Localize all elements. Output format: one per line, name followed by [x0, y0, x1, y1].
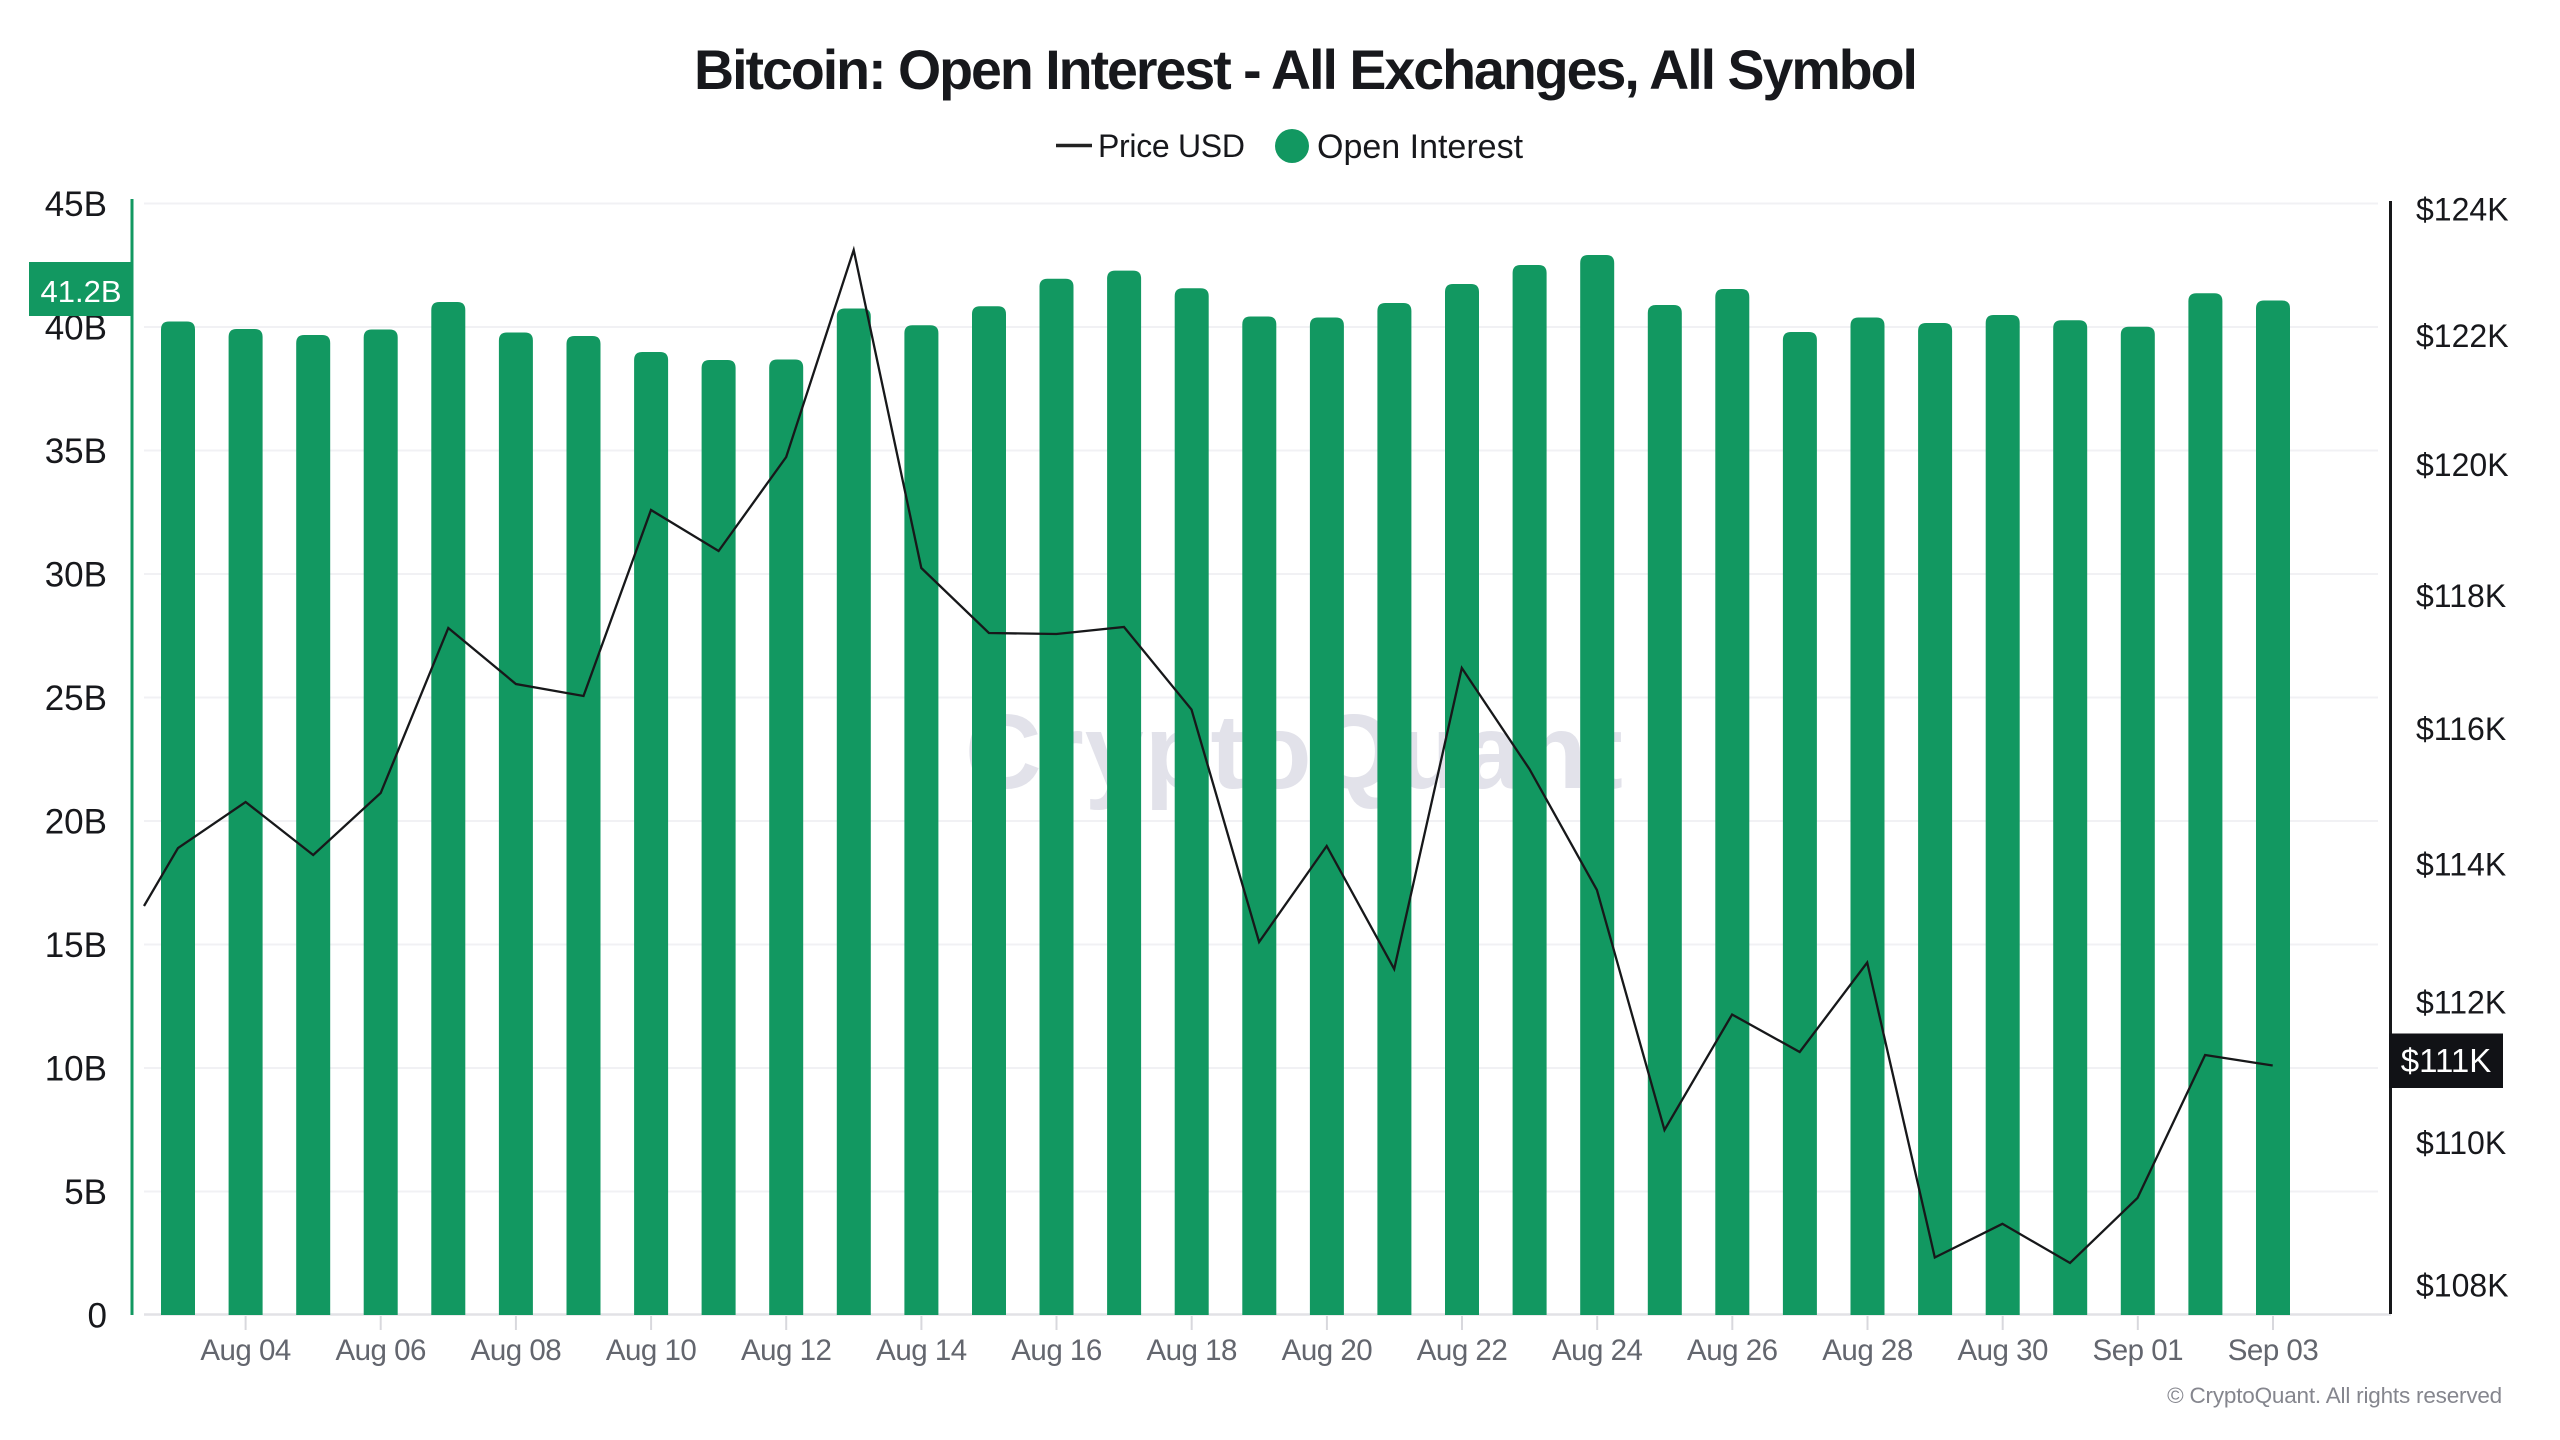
svg-text:Bitcoin: Open Interest - All E: Bitcoin: Open Interest - All Exchanges, … [694, 39, 1916, 101]
svg-text:$112K: $112K [2416, 984, 2506, 1020]
svg-text:45B: 45B [45, 185, 107, 224]
svg-text:35B: 35B [45, 432, 107, 471]
svg-text:Price USD: Price USD [1098, 128, 1245, 164]
svg-text:Aug 08: Aug 08 [471, 1334, 562, 1367]
svg-text:Aug 24: Aug 24 [1552, 1334, 1643, 1367]
svg-text:15B: 15B [45, 926, 107, 965]
svg-text:25B: 25B [45, 679, 107, 718]
svg-text:$114K: $114K [2416, 847, 2506, 883]
svg-text:$110K: $110K [2416, 1125, 2506, 1161]
svg-text:$124K: $124K [2416, 192, 2509, 228]
svg-text:$108K: $108K [2416, 1268, 2509, 1304]
svg-text:Aug 26: Aug 26 [1687, 1334, 1778, 1367]
svg-text:$120K: $120K [2416, 447, 2509, 483]
svg-text:0: 0 [88, 1297, 107, 1336]
svg-text:Aug 22: Aug 22 [1417, 1334, 1508, 1367]
svg-text:Aug 14: Aug 14 [876, 1334, 967, 1367]
svg-text:Aug 10: Aug 10 [606, 1334, 697, 1367]
svg-text:41.2B: 41.2B [40, 274, 121, 309]
svg-text:Open Interest: Open Interest [1317, 128, 1524, 166]
svg-text:$122K: $122K [2416, 318, 2509, 354]
svg-text:5B: 5B [64, 1173, 107, 1212]
svg-text:Aug 12: Aug 12 [741, 1334, 832, 1367]
svg-text:Aug 30: Aug 30 [1957, 1334, 2048, 1367]
svg-text:Sep 03: Sep 03 [2228, 1334, 2319, 1367]
svg-text:$118K: $118K [2416, 578, 2506, 614]
svg-text:10B: 10B [45, 1050, 107, 1089]
svg-text:$116K: $116K [2416, 711, 2506, 747]
svg-text:Aug 28: Aug 28 [1822, 1334, 1913, 1367]
svg-text:$111K: $111K [2401, 1042, 2492, 1079]
svg-text:20B: 20B [45, 803, 107, 842]
svg-text:Aug 16: Aug 16 [1011, 1334, 1102, 1367]
svg-text:Aug 18: Aug 18 [1146, 1334, 1237, 1367]
svg-text:© CryptoQuant. All rights rese: © CryptoQuant. All rights reserved [2167, 1383, 2502, 1408]
svg-text:Aug 20: Aug 20 [1282, 1334, 1373, 1367]
svg-text:Aug 04: Aug 04 [200, 1334, 291, 1367]
svg-text:Aug 06: Aug 06 [335, 1334, 426, 1367]
svg-text:30B: 30B [45, 556, 107, 595]
svg-text:Sep 01: Sep 01 [2093, 1334, 2184, 1367]
